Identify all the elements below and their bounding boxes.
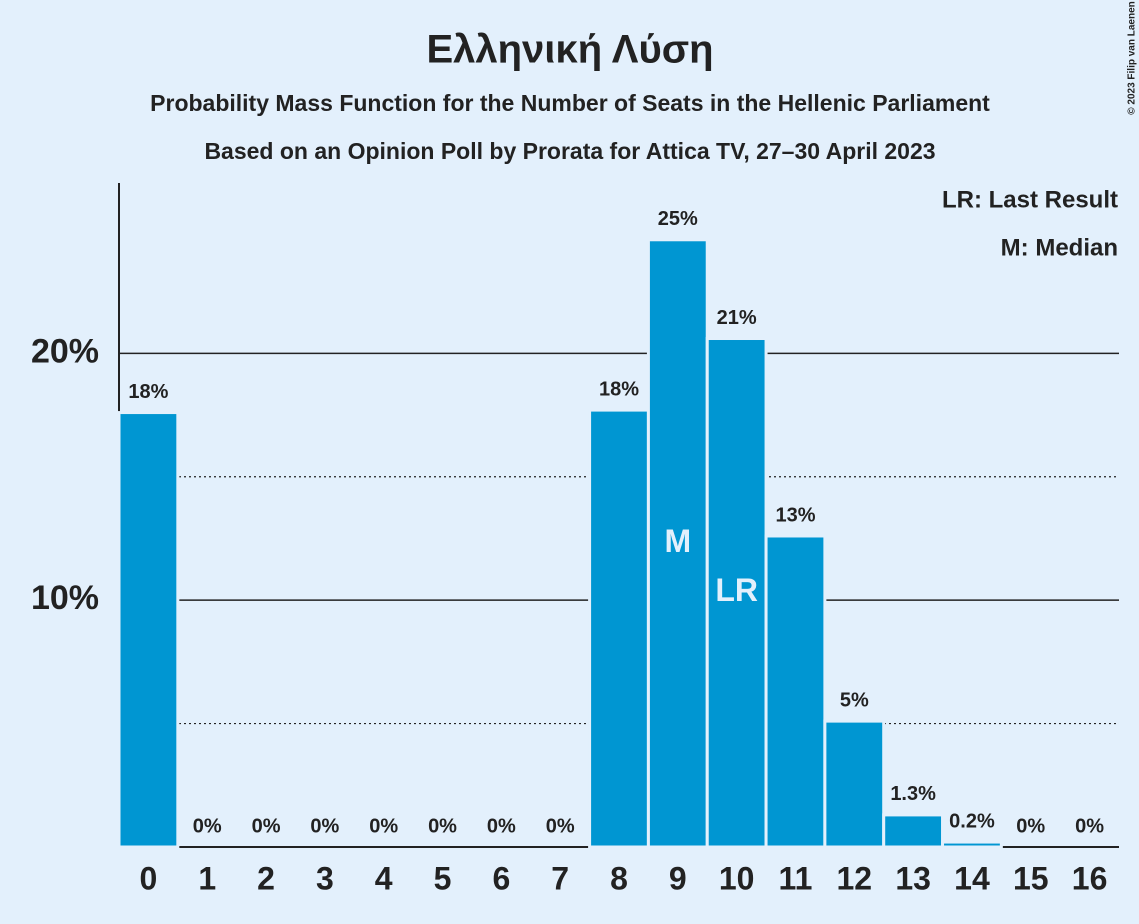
x-tick-label: 3 bbox=[316, 860, 334, 896]
value-label: 18% bbox=[128, 381, 168, 403]
value-label: 0% bbox=[487, 815, 516, 837]
y-tick-label: 20% bbox=[31, 332, 99, 370]
x-tick-label: 5 bbox=[434, 860, 452, 896]
x-tick-label: 16 bbox=[1072, 860, 1108, 896]
x-tick-label: 6 bbox=[492, 860, 510, 896]
bar bbox=[705, 337, 768, 849]
bar bbox=[941, 840, 1003, 849]
bar bbox=[764, 534, 827, 849]
legend-entry: LR: Last Result bbox=[942, 186, 1118, 213]
value-label: 0% bbox=[193, 815, 222, 837]
x-tick-label: 11 bbox=[779, 860, 813, 896]
value-label: 0.2% bbox=[949, 810, 995, 832]
bar bbox=[646, 238, 709, 849]
x-tick-label: 4 bbox=[375, 860, 393, 896]
x-tick-label: 1 bbox=[198, 860, 216, 896]
bar bbox=[588, 408, 650, 849]
value-label: 21% bbox=[717, 307, 757, 329]
chart-subtitle: Probability Mass Function for the Number… bbox=[150, 90, 990, 116]
bar bbox=[117, 411, 180, 849]
chart-title: Ελληνική Λύση bbox=[426, 28, 713, 72]
x-tick-label: 0 bbox=[140, 860, 158, 896]
x-tick-label: 9 bbox=[669, 860, 687, 896]
value-label: 0% bbox=[1075, 815, 1104, 837]
value-label: 0% bbox=[1016, 815, 1045, 837]
value-label: 13% bbox=[775, 504, 815, 526]
x-tick-label: 14 bbox=[954, 860, 990, 896]
value-label: 0% bbox=[252, 815, 281, 837]
chart-subtitle: Based on an Opinion Poll by Prorata for … bbox=[204, 138, 935, 164]
x-tick-label: 12 bbox=[836, 860, 872, 896]
value-label: 5% bbox=[840, 689, 869, 711]
value-label: 0% bbox=[310, 815, 339, 837]
legend-entry: M: Median bbox=[1001, 234, 1118, 261]
value-label: 1.3% bbox=[890, 783, 936, 805]
x-tick-label: 10 bbox=[719, 860, 755, 896]
y-tick-label: 10% bbox=[31, 579, 99, 617]
x-tick-label: 8 bbox=[610, 860, 628, 896]
value-label: 0% bbox=[546, 815, 575, 837]
copyright: © 2023 Filip van Laenen bbox=[1127, 1, 1138, 115]
bar bbox=[823, 719, 886, 849]
bar-annotation: M bbox=[664, 523, 691, 559]
bar-annotation: LR bbox=[715, 572, 758, 608]
value-label: 0% bbox=[369, 815, 398, 837]
bar bbox=[882, 813, 945, 849]
value-label: 25% bbox=[658, 208, 698, 230]
value-label: 0% bbox=[428, 815, 457, 837]
x-tick-label: 13 bbox=[895, 860, 931, 896]
value-label: 18% bbox=[599, 378, 639, 400]
x-tick-label: 2 bbox=[257, 860, 275, 896]
x-tick-label: 15 bbox=[1013, 860, 1049, 896]
x-tick-label: 7 bbox=[551, 860, 569, 896]
